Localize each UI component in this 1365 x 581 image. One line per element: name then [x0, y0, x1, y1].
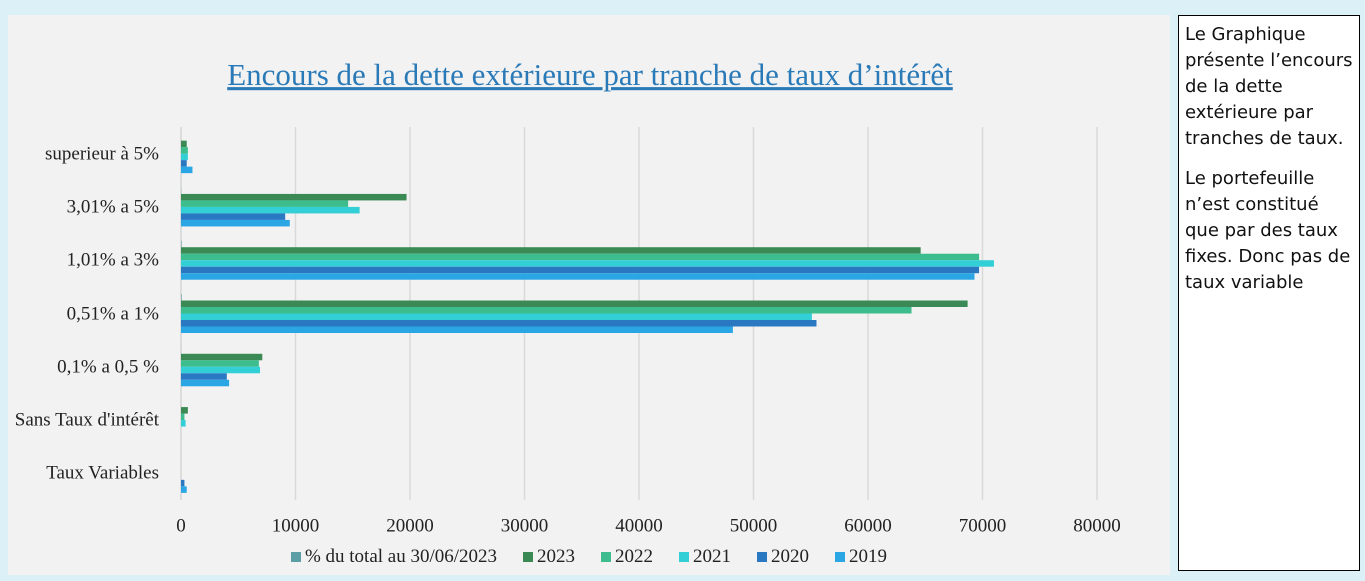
y-tick-label: 0,51% a 1% [66, 303, 159, 324]
bar [181, 360, 259, 367]
x-tick-label: 30000 [501, 515, 549, 536]
legend-item: 2021 [679, 546, 731, 568]
legend-item: 2022 [601, 546, 653, 568]
legend-label: 2023 [537, 546, 576, 567]
bar [181, 420, 186, 427]
y-tick-label: Taux Variables [46, 462, 159, 484]
chart-panel: Encours de la dette extérieure par tranc… [8, 15, 1170, 575]
y-tick-label: Sans Taux d'intérêt [14, 409, 159, 431]
bar [181, 213, 286, 220]
x-tick-label: 20000 [386, 515, 434, 536]
legend-label: 2020 [771, 546, 810, 567]
bar [181, 373, 227, 380]
side-note: Le Graphique présente l’encours de la de… [1178, 15, 1360, 571]
legend-item: 2020 [757, 546, 809, 568]
y-tick-label: 3,01% a 5% [66, 196, 159, 218]
legend-swatch [290, 552, 301, 562]
bar [181, 366, 261, 374]
bar [181, 166, 193, 174]
y-tick-label: superieur à 5% [45, 143, 159, 165]
bar [181, 206, 360, 214]
bar [181, 200, 349, 207]
bar [181, 140, 187, 148]
bar [181, 247, 921, 254]
x-tick-label: 80000 [1073, 515, 1121, 536]
legend: % du total au 30/06/2023 2023 2022 2021 2020… [8, 546, 1170, 568]
bar [181, 320, 817, 327]
x-tick-label: 60000 [844, 515, 892, 536]
bar [181, 486, 187, 493]
legend-label: 2019 [849, 546, 888, 567]
legend-item: 2019 [835, 546, 887, 568]
bar [181, 353, 263, 361]
legend-swatch [601, 552, 612, 562]
x-tick-label: 50000 [730, 515, 778, 536]
legend-item: 2023 [523, 546, 575, 568]
bar [181, 313, 812, 320]
bar [181, 266, 980, 274]
bar [181, 260, 994, 267]
bar [181, 307, 912, 314]
bar [181, 273, 975, 280]
y-tick-label: 1,01% a 3% [66, 249, 159, 271]
bar [181, 147, 188, 154]
bar [181, 413, 185, 421]
x-tick-label: 70000 [959, 515, 1007, 536]
legend-item: % du total au 30/06/2023 [290, 546, 498, 568]
legend-label: 2022 [615, 546, 654, 567]
bar [181, 219, 290, 227]
x-tick-label: 40000 [615, 515, 663, 536]
legend-swatch [523, 552, 534, 562]
legend-swatch [679, 552, 690, 562]
bar [181, 479, 185, 487]
chart-title: Encours de la dette extérieure par tranc… [227, 57, 953, 92]
y-tick-label: 0,1% a 0,5 % [57, 356, 159, 378]
x-tick-label: 0 [176, 515, 186, 536]
bar [181, 407, 188, 414]
bar [181, 300, 968, 307]
bar [181, 153, 188, 161]
bar [181, 193, 407, 201]
chart: Encours de la dette extérieure par tranc… [176, 57, 1121, 536]
legend-swatch [757, 552, 768, 562]
x-tick-label: 10000 [272, 515, 320, 536]
note-paragraph: Le portefeuille n’est constitué que par … [1185, 168, 1351, 293]
bar [181, 160, 187, 167]
bar [181, 240, 182, 248]
bar [181, 379, 230, 387]
legend-label: % du total au 30/06/2023 [304, 546, 498, 567]
note-paragraph: Le Graphique présente l’encours de la de… [1185, 24, 1353, 149]
legend-swatch [835, 552, 846, 562]
bar [181, 326, 733, 333]
bar [181, 294, 182, 301]
bar [181, 253, 980, 261]
legend-label: 2021 [693, 546, 732, 567]
